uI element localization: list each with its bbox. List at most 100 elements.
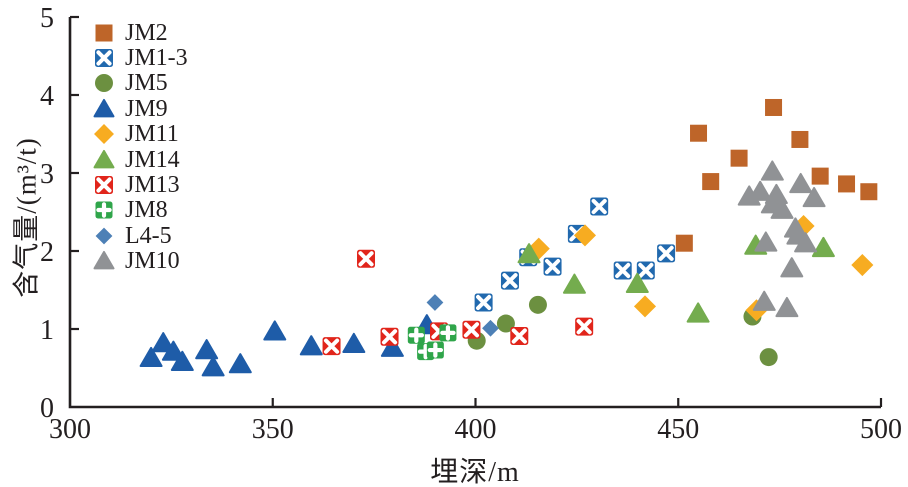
legend-label: JM14 [125, 146, 180, 173]
point-JM1-3 [500, 271, 519, 290]
legend-marker-JM5 [95, 74, 113, 93]
legend: JM2 JM1-3 JM5 JM9 JM11 JM14 JM13 JM8 L4-5 JM10 [92, 20, 188, 274]
point-JM13 [462, 320, 481, 339]
point-JM11 [792, 215, 815, 238]
legend-item-JM2: JM2 [92, 20, 188, 45]
legend-marker-JM9 [93, 98, 115, 118]
legend-label: JM13 [125, 172, 180, 199]
point-JM5 [759, 348, 778, 367]
point-JM9 [201, 356, 225, 377]
JM13-marker-icon [95, 176, 113, 195]
y-tick-label: 0 [40, 393, 54, 424]
x-tick-label: 300 [49, 414, 91, 445]
legend-label: L4-5 [125, 222, 172, 249]
point-L4-5 [426, 294, 444, 311]
point-JM1-3 [474, 293, 493, 312]
point-JM10 [754, 231, 778, 252]
legend-marker-JM8 [95, 201, 113, 219]
point-JM14 [811, 236, 835, 258]
point-JM14 [625, 272, 649, 293]
point-JM13 [322, 337, 341, 356]
point-JM2 [765, 98, 783, 116]
legend-label: JM2 [125, 19, 168, 46]
point-JM2 [791, 130, 809, 148]
legend-item-JM14: JM14 [92, 147, 188, 172]
point-JM10 [770, 198, 794, 219]
legend-item-JM1-3: JM1-3 [92, 45, 188, 70]
y-axis-title: 含气量/(m³/t) [11, 137, 42, 298]
point-JM9 [299, 335, 323, 356]
point-JM5 [528, 295, 547, 314]
axis-lines [68, 17, 881, 409]
legend-label: JM5 [125, 70, 168, 97]
point-JM13 [510, 327, 529, 346]
point-JM10 [780, 257, 804, 278]
point-JM9 [380, 336, 404, 357]
point-JM5 [496, 314, 515, 333]
JM11-marker-icon [94, 124, 114, 145]
x-tick-label: 450 [657, 414, 699, 445]
point-JM9 [170, 350, 194, 371]
point-JM2 [730, 149, 748, 167]
legend-item-JM5: JM5 [92, 71, 188, 96]
point-JM13 [380, 327, 399, 346]
point-JM10 [789, 172, 813, 194]
legend-item-JM10: JM10 [92, 249, 188, 274]
legend-marker-JM11 [94, 124, 114, 145]
JM5-marker-icon [95, 74, 113, 93]
point-JM8 [439, 324, 457, 342]
point-JM14 [562, 273, 586, 294]
point-JM2 [675, 234, 693, 252]
point-JM8 [407, 326, 425, 344]
point-JM10 [752, 290, 776, 311]
point-JM2 [702, 173, 720, 191]
point-JM1-3 [590, 197, 609, 216]
legend-item-JM11: JM11 [92, 122, 188, 147]
JM14-marker-icon [93, 149, 115, 169]
point-JM10 [802, 186, 826, 208]
legend-label: JM8 [125, 197, 168, 224]
point-JM2 [838, 175, 856, 193]
legend-label: JM11 [125, 121, 179, 148]
y-tick-label: 1 [40, 315, 54, 346]
point-JM14 [517, 243, 541, 264]
legend-marker-JM13 [95, 176, 113, 195]
point-JM2 [690, 124, 708, 142]
point-JM11 [527, 237, 550, 260]
L4-5-marker-icon [95, 227, 113, 245]
point-JM2 [860, 183, 878, 201]
JM9-marker-icon [93, 98, 115, 118]
point-JM13 [357, 249, 376, 268]
JM8-marker-icon [95, 201, 113, 219]
legend-marker-L4-5 [95, 227, 113, 245]
legend-marker-JM1-3 [95, 49, 113, 68]
x-axis-title: 埋深/m [430, 457, 520, 487]
legend-item-JM8: JM8 [92, 198, 188, 223]
legend-marker-JM14 [93, 149, 115, 169]
legend-item-L4-5: L4-5 [92, 223, 188, 248]
legend-label: JM10 [125, 248, 180, 275]
point-JM1-3 [657, 244, 676, 263]
x-tick-label: 400 [455, 414, 497, 445]
point-JM9 [195, 339, 219, 360]
point-JM11 [573, 224, 597, 247]
point-JM11 [851, 254, 874, 277]
point-JM9 [228, 353, 252, 374]
legend-marker-JM2 [95, 24, 113, 42]
point-JM9 [139, 346, 163, 368]
legend-item-JM13: JM13 [92, 172, 188, 197]
point-JM1-3 [636, 261, 655, 280]
point-JM10 [737, 185, 761, 206]
point-JM9 [161, 340, 185, 361]
point-JM8 [426, 341, 444, 359]
point-JM10 [760, 160, 784, 181]
point-JM1-3 [613, 261, 632, 280]
y-tick-label: 4 [40, 81, 54, 112]
x-tick-label: 350 [252, 414, 294, 445]
JM1-3-marker-icon [95, 49, 113, 68]
point-JM11 [633, 295, 657, 318]
legend-marker-JM10 [93, 251, 115, 270]
JM10-marker-icon [93, 251, 115, 270]
